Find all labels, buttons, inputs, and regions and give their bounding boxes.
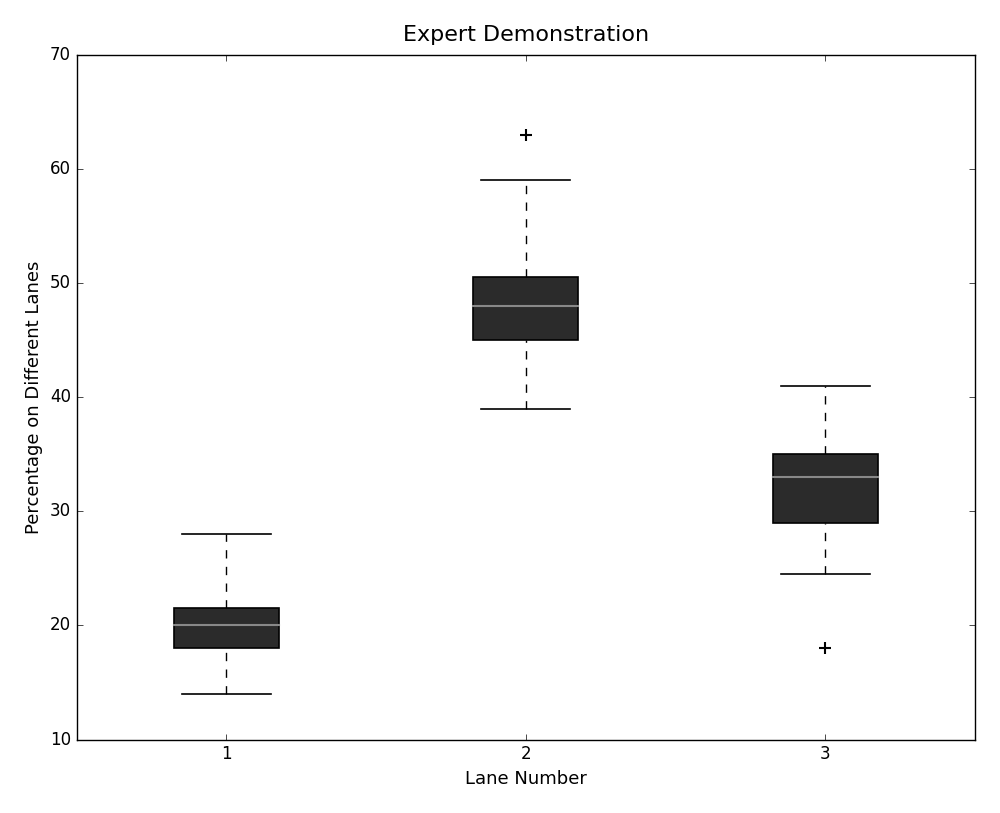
Title: Expert Demonstration: Expert Demonstration: [403, 25, 649, 45]
Bar: [773, 454, 878, 523]
Bar: [473, 277, 578, 340]
Bar: [174, 608, 279, 648]
Y-axis label: Percentage on Different Lanes: Percentage on Different Lanes: [25, 260, 43, 534]
X-axis label: Lane Number: Lane Number: [465, 770, 587, 788]
